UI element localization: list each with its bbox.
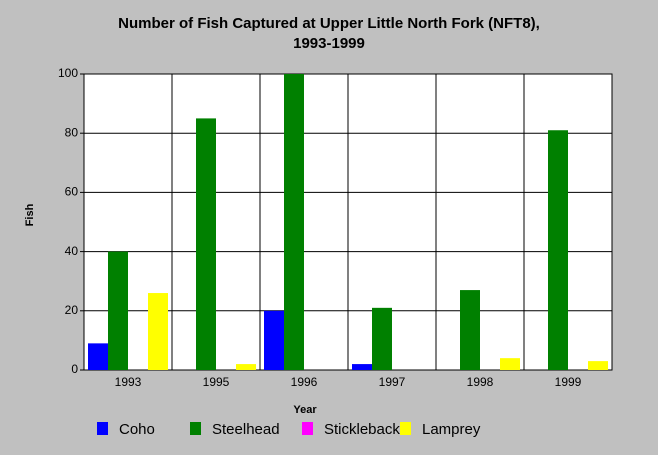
chart-title: 1993-1999 bbox=[293, 35, 365, 52]
bar bbox=[352, 364, 372, 370]
bar bbox=[108, 251, 128, 370]
legend-swatch bbox=[97, 422, 108, 435]
x-tick-label: 1997 bbox=[379, 375, 406, 389]
y-tick-label: 60 bbox=[65, 185, 79, 199]
bar bbox=[588, 361, 608, 370]
bar bbox=[500, 358, 520, 370]
y-tick-label: 40 bbox=[65, 244, 79, 258]
bar bbox=[372, 307, 392, 370]
bar bbox=[148, 293, 168, 370]
x-tick-label: 1993 bbox=[115, 375, 142, 389]
x-tick-label: 1998 bbox=[467, 375, 494, 389]
bar bbox=[284, 74, 304, 370]
chart-title: Number of Fish Captured at Upper Little … bbox=[118, 15, 540, 32]
legend-text: Steelhead bbox=[212, 421, 280, 438]
bar bbox=[264, 310, 284, 370]
x-tick-label: 1995 bbox=[203, 375, 230, 389]
y-tick-label: 0 bbox=[71, 362, 78, 376]
bar bbox=[460, 290, 480, 370]
y-tick-label: 80 bbox=[65, 125, 79, 139]
y-axis-label: Fish bbox=[24, 203, 36, 226]
x-axis-label: Year bbox=[293, 404, 317, 416]
legend-swatch bbox=[190, 422, 201, 435]
legend-text: Lamprey bbox=[422, 421, 481, 438]
bar bbox=[548, 130, 568, 370]
legend-text: Stickleback bbox=[324, 421, 400, 438]
x-tick-label: 1999 bbox=[555, 375, 582, 389]
legend-swatch bbox=[400, 422, 411, 435]
bar bbox=[196, 118, 216, 371]
y-tick-label: 20 bbox=[65, 303, 79, 317]
y-tick-label: 100 bbox=[58, 66, 78, 80]
x-tick-label: 1996 bbox=[291, 375, 318, 389]
legend-text: Coho bbox=[119, 421, 155, 438]
bar bbox=[236, 364, 256, 370]
bar bbox=[88, 343, 108, 370]
legend-swatch bbox=[302, 422, 313, 435]
